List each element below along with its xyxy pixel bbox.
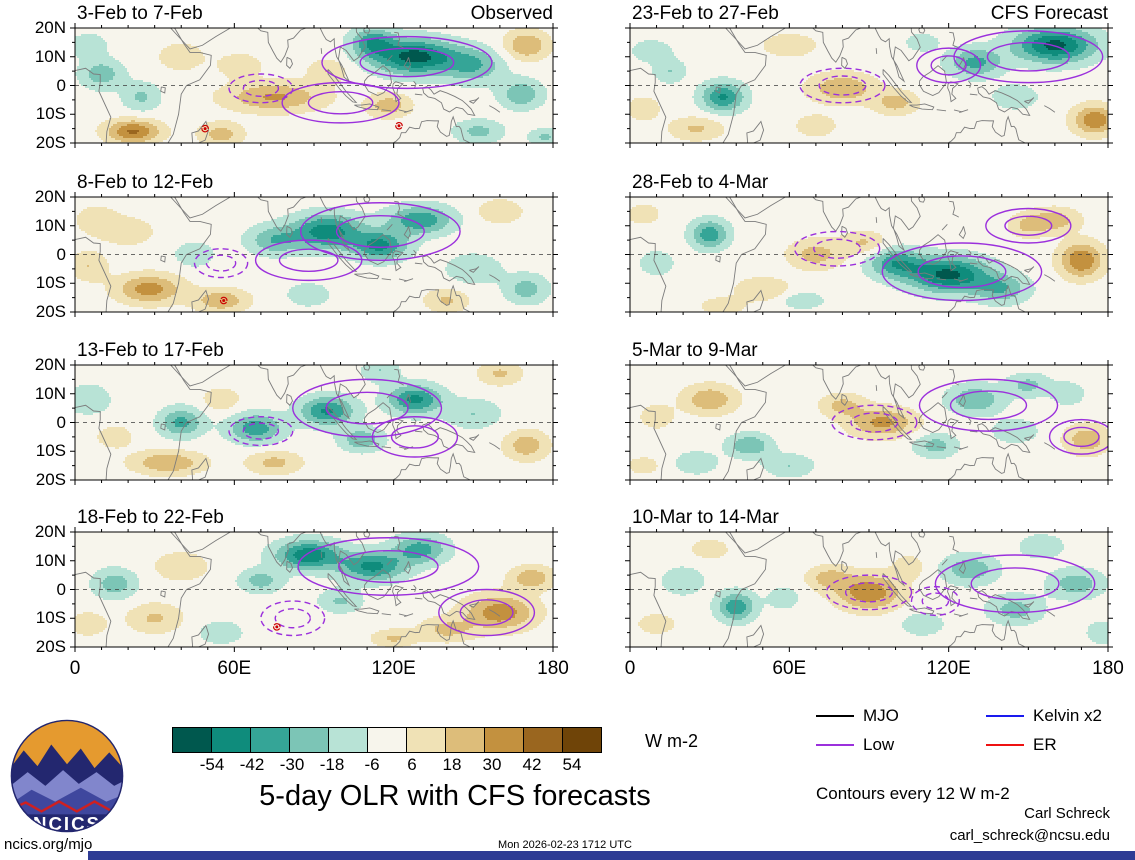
- ncics-logo-text: NCICS: [33, 813, 101, 834]
- colorbar-tick-label: -18: [319, 755, 345, 774]
- x-tick-label: 120E: [926, 658, 971, 679]
- panel-title: 13-Feb to 17-Feb: [77, 340, 224, 361]
- colorbar-segment: [523, 727, 563, 753]
- legend-item: Kelvin x2: [986, 706, 1102, 726]
- x-tick-label: 180: [537, 658, 569, 679]
- colorbar-tick-label: -54: [199, 755, 225, 774]
- bottom-bar: [88, 851, 1135, 860]
- map-canvas: [69, 191, 559, 318]
- colorbar-tick-label: 42: [522, 755, 542, 774]
- colorbar-tick-label: 6: [407, 755, 417, 774]
- panel-title: 3-Feb to 7-Feb: [77, 3, 203, 24]
- x-tick-label: 0: [69, 658, 81, 679]
- x-tick-label: 180: [1092, 658, 1124, 679]
- y-tick-label: 0: [56, 579, 66, 599]
- colorbar-segment: [211, 727, 251, 753]
- legend-line: [816, 715, 854, 717]
- colorbar-segment: [367, 727, 407, 753]
- colorbar-tick-label: 54: [562, 755, 582, 774]
- colorbar: [172, 727, 602, 753]
- legend-item: MJO: [816, 706, 986, 726]
- timestamp: Mon 2026-02-23 1712 UTC: [498, 839, 632, 851]
- panel-corner-label: CFS Forecast: [990, 3, 1108, 24]
- y-tick-label: 10N: [34, 383, 66, 403]
- map-canvas: [624, 22, 1114, 149]
- x-tick-label: 0: [624, 658, 636, 679]
- y-tick-label: 10S: [35, 441, 66, 461]
- colorbar-units: W m-2: [645, 731, 698, 751]
- y-tick-label: 20S: [35, 470, 66, 489]
- y-tick-label: 10N: [34, 215, 66, 235]
- x-tick-label: 60E: [772, 658, 807, 679]
- y-tick-label: 0: [56, 244, 66, 264]
- legend-item: ER: [986, 735, 1102, 755]
- colorbar-tick-label: -6: [364, 755, 380, 774]
- panel-title: 5-Mar to 9-Mar: [632, 340, 758, 361]
- legend-line: [986, 715, 1024, 717]
- x-tick-label: 120E: [371, 658, 416, 679]
- legend-label: ER: [1033, 735, 1057, 754]
- colorbar-segment: [172, 727, 212, 753]
- y-tick-label: 10S: [35, 104, 66, 124]
- contour-note: Contours every 12 W m-2: [816, 784, 1010, 803]
- colorbar-segment: [406, 727, 446, 753]
- legend-label: Low: [863, 735, 895, 754]
- colorbar-tick-label: -30: [279, 755, 305, 774]
- colorbar-tick-label: 30: [482, 755, 502, 774]
- colorbar-segment: [328, 727, 368, 753]
- figure-title: 5-day OLR with CFS forecasts: [259, 780, 651, 812]
- panel-title: 18-Feb to 22-Feb: [77, 507, 224, 528]
- panel-corner-label: Observed: [470, 3, 553, 24]
- colorbar-tick-label: 18: [442, 755, 462, 774]
- y-tick-label: 20S: [35, 133, 66, 152]
- map-canvas: [624, 526, 1114, 653]
- x-tick-label: 60E: [217, 658, 252, 679]
- y-tick-label: 0: [56, 412, 66, 432]
- panel-title: 10-Mar to 14-Mar: [632, 507, 779, 528]
- panel-title: 28-Feb to 4-Mar: [632, 172, 769, 193]
- legend-label: MJO: [863, 706, 899, 725]
- credit-name: Carl Schreck: [1024, 805, 1110, 822]
- y-tick-label: 20N: [34, 522, 66, 541]
- y-tick-label: 0: [56, 75, 66, 95]
- legend-label: Kelvin x2: [1033, 706, 1102, 725]
- colorbar-segment: [562, 727, 602, 753]
- panel-title: 8-Feb to 12-Feb: [77, 172, 214, 193]
- y-tick-label: 20S: [35, 637, 66, 656]
- ncics-logo: NCICS: [10, 719, 124, 834]
- y-tick-label: 20S: [35, 302, 66, 321]
- map-canvas: [69, 22, 559, 149]
- y-tick-label: 20N: [34, 18, 66, 37]
- colorbar-tick-label: -42: [239, 755, 265, 774]
- y-tick-label: 20N: [34, 187, 66, 206]
- site-link[interactable]: ncics.org/mjo: [4, 836, 93, 853]
- colorbar-segment: [289, 727, 329, 753]
- y-tick-label: 10S: [35, 608, 66, 628]
- legend-line: [986, 744, 1024, 746]
- panel-title: 23-Feb to 27-Feb: [632, 3, 779, 24]
- map-canvas: [69, 526, 559, 653]
- credit-email[interactable]: carl_schreck@ncsu.edu: [949, 827, 1110, 844]
- legend-line: [816, 744, 854, 746]
- y-tick-label: 10S: [35, 273, 66, 293]
- colorbar-labels: -54 -42 -30 -18 -6 6 18 30 42 54: [172, 755, 632, 775]
- y-tick-label: 10N: [34, 550, 66, 570]
- colorbar-segment: [445, 727, 485, 753]
- logo-rim: [10, 719, 124, 833]
- map-canvas: [624, 359, 1114, 486]
- legend-item: Low: [816, 735, 986, 755]
- map-canvas: [69, 359, 559, 486]
- colorbar-segment: [484, 727, 524, 753]
- logo-river-line: [10, 800, 124, 813]
- wave-legend: MJO Kelvin x2 Low ER: [816, 706, 1102, 755]
- y-tick-label: 10N: [34, 46, 66, 66]
- y-tick-label: 20N: [34, 355, 66, 374]
- map-canvas: [624, 191, 1114, 318]
- colorbar-segment: [250, 727, 290, 753]
